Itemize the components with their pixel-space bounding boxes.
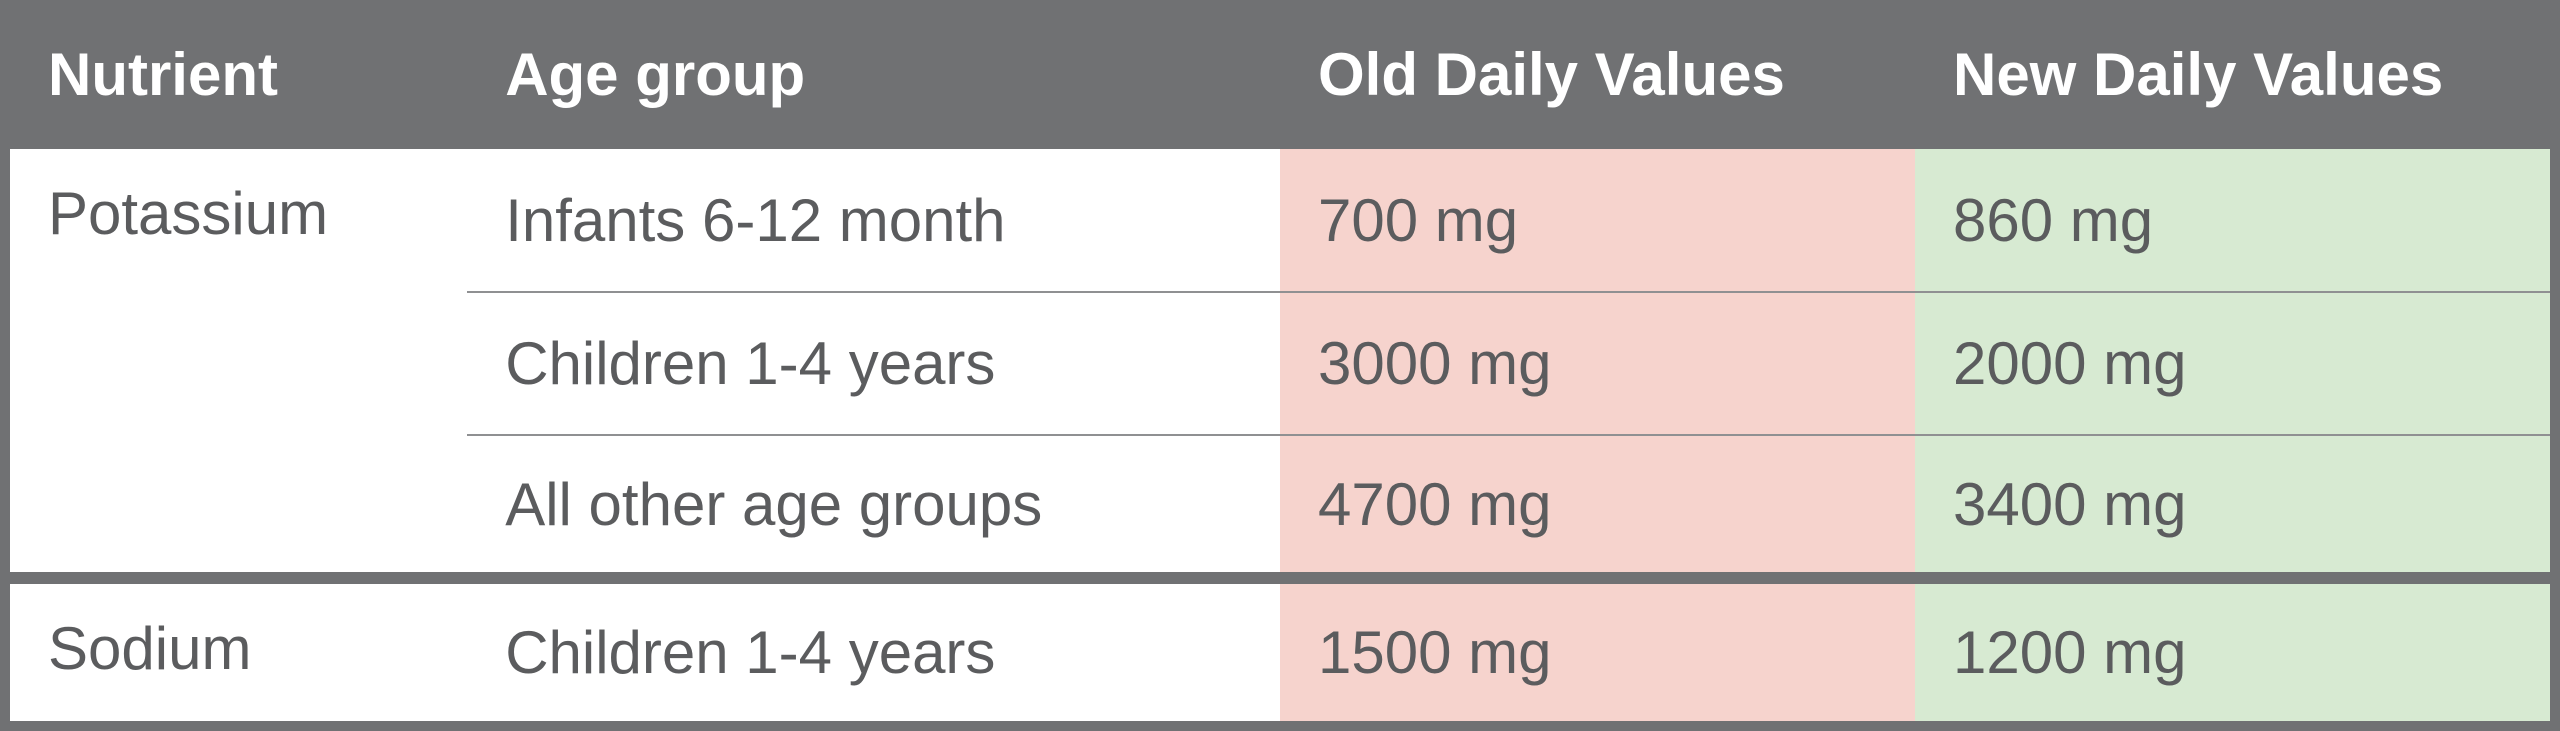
cell-nutrient: Potassium <box>10 149 467 578</box>
cell-new-dv: 1200 mg <box>1915 578 2550 721</box>
table-header-row: Nutrient Age group Old Daily Values New … <box>10 10 2550 149</box>
daily-values-table: Nutrient Age group Old Daily Values New … <box>10 10 2550 721</box>
cell-new-dv: 3400 mg <box>1915 435 2550 578</box>
daily-values-table-container: Nutrient Age group Old Daily Values New … <box>0 0 2560 731</box>
cell-old-dv: 4700 mg <box>1280 435 1915 578</box>
cell-old-dv: 700 mg <box>1280 149 1915 292</box>
table-row: Potassium Infants 6-12 month 700 mg 860 … <box>10 149 2550 292</box>
cell-age-group: All other age groups <box>467 435 1280 578</box>
cell-new-dv: 2000 mg <box>1915 292 2550 435</box>
table-row: Sodium Children 1-4 years 1500 mg 1200 m… <box>10 578 2550 721</box>
cell-new-dv: 860 mg <box>1915 149 2550 292</box>
col-header-new-dv: New Daily Values <box>1915 10 2550 149</box>
col-header-nutrient: Nutrient <box>10 10 467 149</box>
cell-nutrient: Sodium <box>10 578 467 721</box>
cell-old-dv: 1500 mg <box>1280 578 1915 721</box>
col-header-age-group: Age group <box>467 10 1280 149</box>
col-header-old-dv: Old Daily Values <box>1280 10 1915 149</box>
cell-age-group: Infants 6-12 month <box>467 149 1280 292</box>
cell-old-dv: 3000 mg <box>1280 292 1915 435</box>
cell-age-group: Children 1-4 years <box>467 292 1280 435</box>
cell-age-group: Children 1-4 years <box>467 578 1280 721</box>
